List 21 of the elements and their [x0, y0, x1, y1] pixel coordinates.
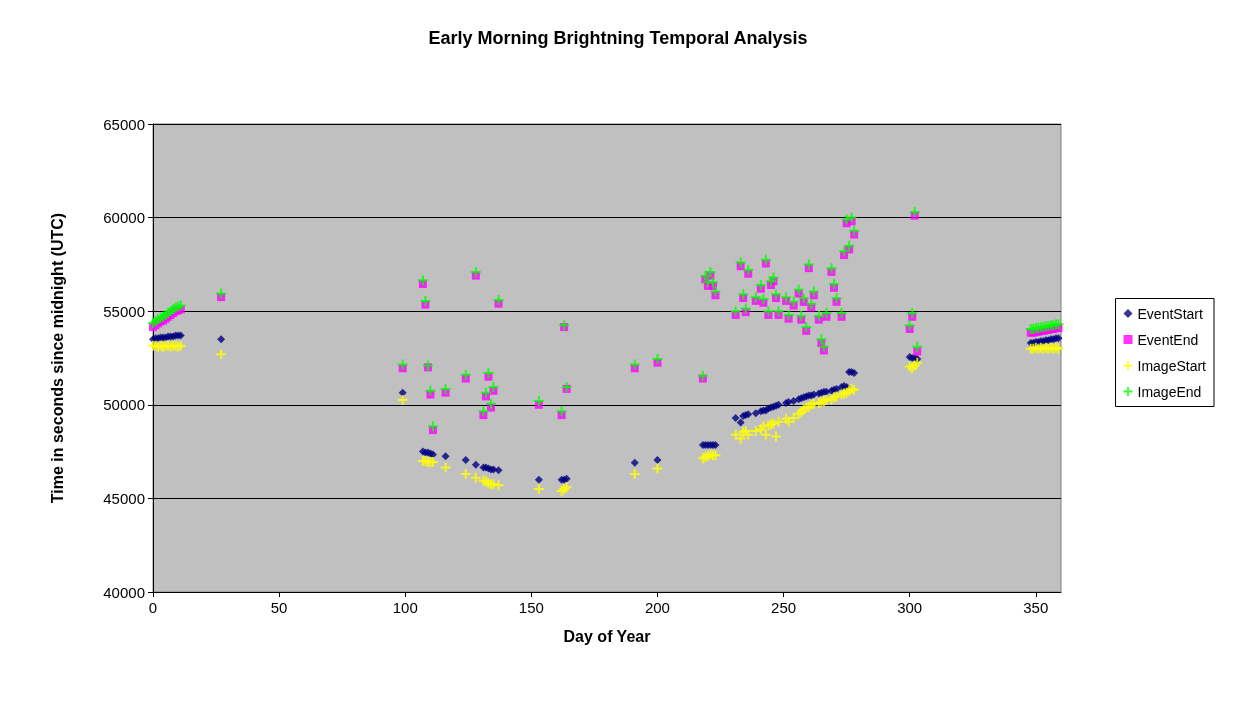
- legend-label: ImageStart: [1137, 357, 1207, 374]
- x-axis-title: Day of Year: [563, 627, 651, 645]
- x-tick-label: 50: [270, 599, 288, 616]
- y-axis-title: Time in seconds since midnight (UTC): [48, 212, 66, 504]
- y-tick-label: 60000: [103, 209, 145, 227]
- y-tick-label: 40000: [103, 583, 145, 601]
- x-tick-label: 0: [148, 599, 158, 616]
- x-tick-label: 200: [644, 599, 670, 616]
- y-tick-label: 50000: [103, 396, 145, 414]
- legend-label: EventEnd: [1137, 331, 1199, 348]
- y-tick-label: 45000: [103, 489, 145, 507]
- x-tick-label: 100: [392, 599, 418, 616]
- legend-label: EventStart: [1137, 305, 1203, 322]
- x-tick-label: 150: [518, 599, 544, 616]
- y-tick-label: 65000: [103, 115, 145, 133]
- legend-label: ImageEnd: [1137, 383, 1202, 400]
- chart-title: Early Morning Brightning Temporal Analysis: [428, 28, 808, 48]
- x-tick-label: 350: [1023, 599, 1049, 616]
- y-tick-label: 55000: [103, 302, 145, 320]
- x-tick-label: 250: [771, 599, 797, 616]
- x-tick-label: 300: [897, 599, 923, 616]
